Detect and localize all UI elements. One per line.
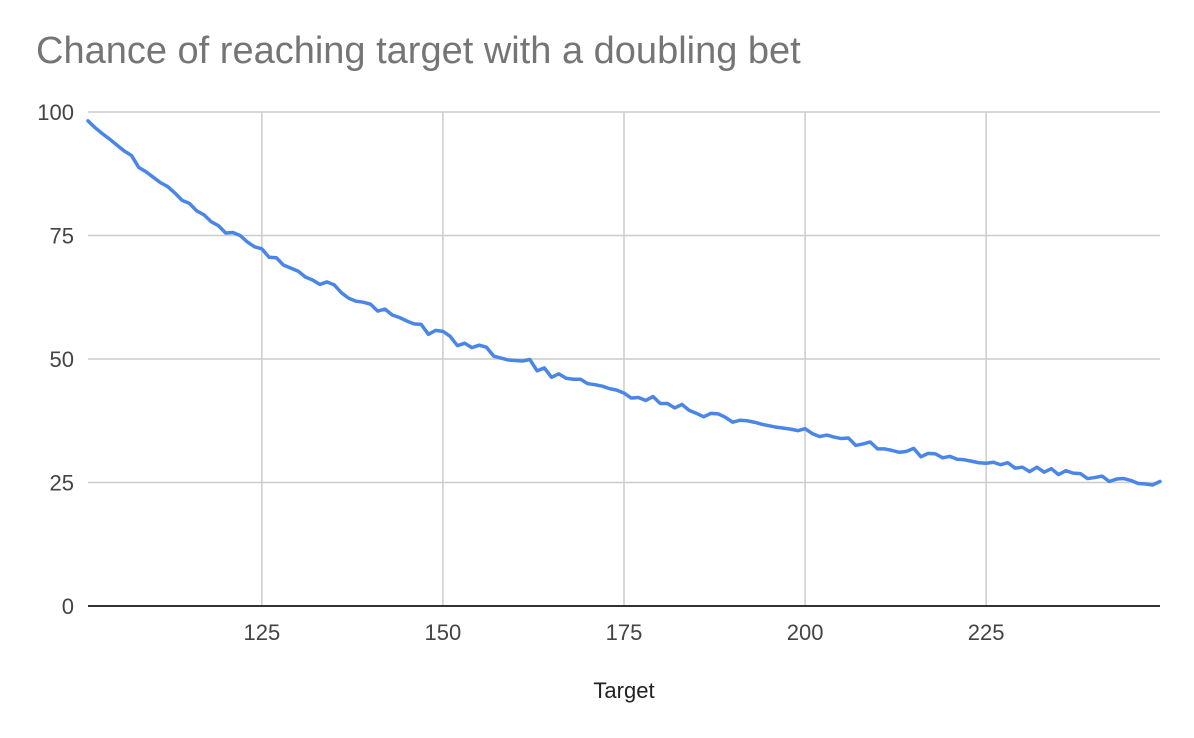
series-layer xyxy=(86,119,1162,487)
gridlines xyxy=(88,111,1160,607)
y-tick-label: 0 xyxy=(62,594,74,619)
x-tick-label: 150 xyxy=(425,620,462,645)
y-tick-label: 25 xyxy=(50,471,74,496)
x-axis-title: Target xyxy=(593,678,654,703)
chart-title: Chance of reaching target with a doublin… xyxy=(36,30,801,72)
series-line-0 xyxy=(86,119,1162,487)
x-tick-label: 125 xyxy=(243,620,280,645)
x-tick-label: 200 xyxy=(787,620,824,645)
tick-labels: 0 25 50 75 100 125 150 175 200 225 xyxy=(37,100,1004,645)
y-tick-label: 100 xyxy=(37,100,74,125)
y-tick-label: 50 xyxy=(50,347,74,372)
x-tick-label: 225 xyxy=(968,620,1005,645)
y-tick-label: 75 xyxy=(50,224,74,249)
x-tick-label: 175 xyxy=(606,620,643,645)
